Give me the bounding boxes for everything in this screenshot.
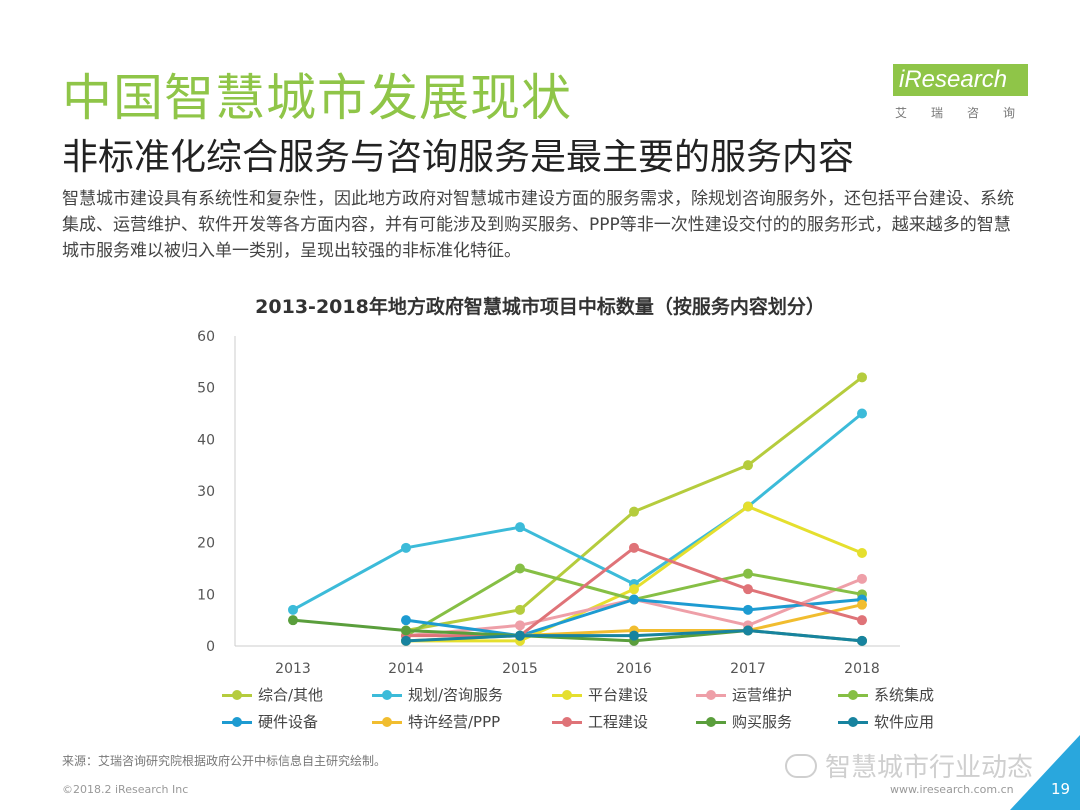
- y-tick-label: 50: [197, 381, 215, 397]
- legend-dot: [848, 716, 858, 727]
- page-subtitle: 非标准化综合服务与咨询服务是最主要的服务内容: [62, 137, 855, 178]
- legend-item: 购买服务: [696, 711, 792, 732]
- data-point: [857, 408, 867, 419]
- data-point: [857, 635, 867, 646]
- legend-swatch: [838, 716, 868, 728]
- source-note: 来源：艾瑞咨询研究院根据政府公开中标信息自主研究绘制。: [62, 754, 387, 768]
- legend-dot: [562, 689, 572, 700]
- legend-item: 综合/其他: [222, 684, 323, 705]
- legend-dot: [382, 689, 392, 700]
- data-point: [401, 542, 411, 553]
- data-point: [743, 460, 753, 471]
- data-point: [515, 563, 525, 574]
- legend-label: 工程建设: [588, 713, 649, 731]
- legend-item: 平台建设: [552, 684, 648, 705]
- x-tick-label: 2014: [388, 661, 424, 677]
- logo-subtitle: 艾瑞咨询: [895, 106, 1040, 120]
- y-tick-label: 20: [197, 536, 215, 552]
- data-point: [629, 506, 639, 517]
- y-tick-label: 40: [197, 432, 215, 448]
- legend-item: 运营维护: [696, 684, 792, 705]
- legend-item: 硬件设备: [222, 711, 318, 732]
- data-point: [401, 615, 411, 626]
- data-point: [629, 584, 639, 595]
- legend-dot: [562, 716, 572, 727]
- iresearch-logo: iResearch 艾瑞咨询: [893, 58, 1028, 128]
- x-tick-label: 2013: [275, 661, 311, 677]
- data-point: [743, 584, 753, 595]
- copyright: ©2018.2 iResearch Inc: [62, 783, 189, 796]
- x-tick-label: 2016: [616, 661, 652, 677]
- x-tick-label: 2015: [502, 661, 538, 677]
- legend-dot: [232, 689, 242, 700]
- legend-item: 工程建设: [552, 711, 648, 732]
- legend-item: 规划/咨询服务: [372, 684, 503, 705]
- legend-swatch: [696, 716, 726, 728]
- legend-swatch: [222, 689, 252, 701]
- x-tick-label: 2018: [844, 661, 880, 677]
- data-point: [629, 630, 639, 641]
- chart-title: 2013-2018年地方政府智慧城市项目中标数量（按服务内容划分）: [255, 296, 825, 318]
- legend-label: 系统集成: [874, 686, 935, 704]
- data-point: [743, 501, 753, 512]
- page-number: 19: [1051, 780, 1071, 798]
- legend-label: 软件应用: [874, 713, 935, 731]
- data-point: [515, 604, 525, 615]
- data-point: [515, 630, 525, 641]
- data-point: [288, 615, 298, 626]
- data-point: [401, 635, 411, 646]
- data-point: [857, 548, 867, 558]
- data-point: [743, 625, 753, 636]
- legend-swatch: [552, 716, 582, 728]
- legend-dot: [232, 716, 242, 727]
- legend-item: 特许经营/PPP: [372, 711, 500, 732]
- wechat-icon: [785, 753, 817, 778]
- y-tick-label: 0: [206, 639, 215, 655]
- data-point: [743, 604, 753, 615]
- page-title: 中国智慧城市发展现状: [62, 69, 572, 127]
- y-tick-label: 30: [197, 484, 215, 500]
- legend-dot: [848, 689, 858, 700]
- legend-label: 购买服务: [732, 713, 793, 731]
- legend-item: 软件应用: [838, 711, 934, 732]
- data-point: [629, 542, 639, 553]
- legend-dot: [706, 689, 716, 700]
- legend-label: 平台建设: [588, 686, 649, 704]
- legend-swatch: [696, 689, 726, 701]
- legend-dot: [382, 716, 392, 727]
- data-point: [857, 573, 867, 584]
- watermark-text: 智慧城市行业动态: [825, 753, 1034, 783]
- data-point: [743, 568, 753, 579]
- data-point: [515, 620, 525, 631]
- description-text: 智慧城市建设具有系统性和复杂性，因此地方政府对智慧城市建设方面的服务需求，除规划…: [62, 189, 1014, 261]
- legend-swatch: [372, 689, 402, 701]
- legend-swatch: [222, 716, 252, 728]
- y-tick-label: 60: [197, 329, 215, 345]
- data-point: [515, 522, 525, 533]
- data-point: [629, 594, 639, 605]
- data-point: [857, 615, 867, 626]
- data-point: [401, 625, 411, 636]
- watermark: 智慧城市行业动态: [785, 747, 1033, 784]
- logo-text: iResearch: [893, 64, 1028, 96]
- legend-dot: [706, 716, 716, 727]
- legend-swatch: [552, 689, 582, 701]
- data-point: [857, 372, 867, 383]
- legend-label: 运营维护: [732, 686, 793, 704]
- data-point: [288, 604, 298, 615]
- legend-label: 规划/咨询服务: [408, 686, 504, 704]
- legend-label: 硬件设备: [258, 713, 319, 731]
- legend-swatch: [372, 716, 402, 728]
- y-tick-label: 10: [197, 587, 215, 603]
- website-link[interactable]: www.iresearch.com.cn: [890, 783, 1014, 796]
- legend-item: 系统集成: [838, 684, 934, 705]
- x-tick-label: 2017: [730, 661, 766, 677]
- legend-swatch: [838, 689, 868, 701]
- legend-label: 综合/其他: [258, 686, 324, 704]
- series-line: [291, 412, 864, 612]
- data-point: [857, 599, 867, 610]
- legend-label: 特许经营/PPP: [408, 713, 501, 731]
